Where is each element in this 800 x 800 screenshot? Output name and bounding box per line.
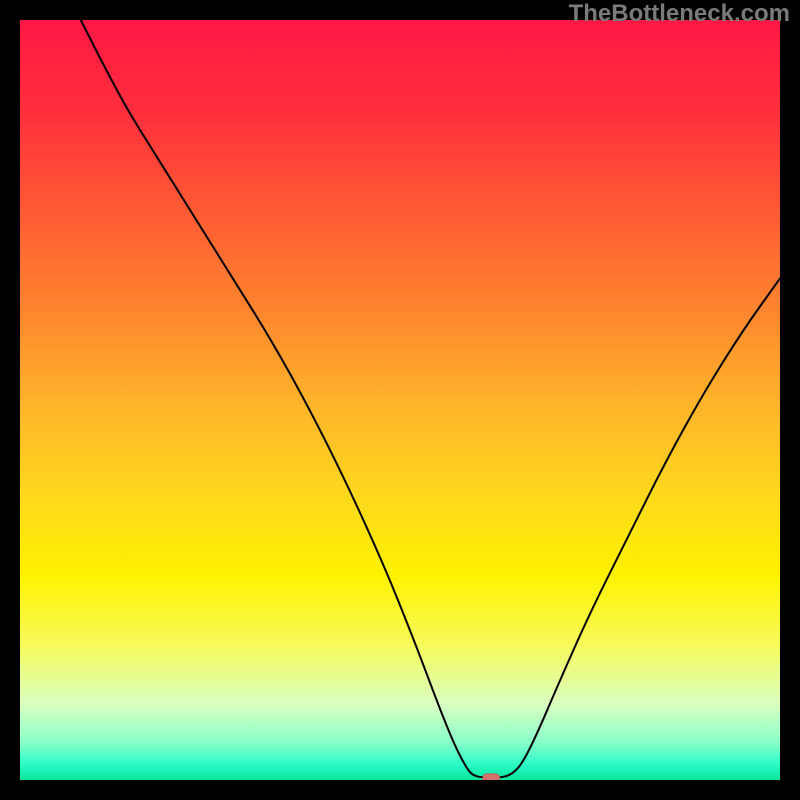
bottleneck-chart: [20, 20, 780, 780]
chart-background: [20, 20, 780, 780]
optimal-marker: [483, 774, 500, 780]
attribution-label: TheBottleneck.com: [569, 0, 790, 28]
